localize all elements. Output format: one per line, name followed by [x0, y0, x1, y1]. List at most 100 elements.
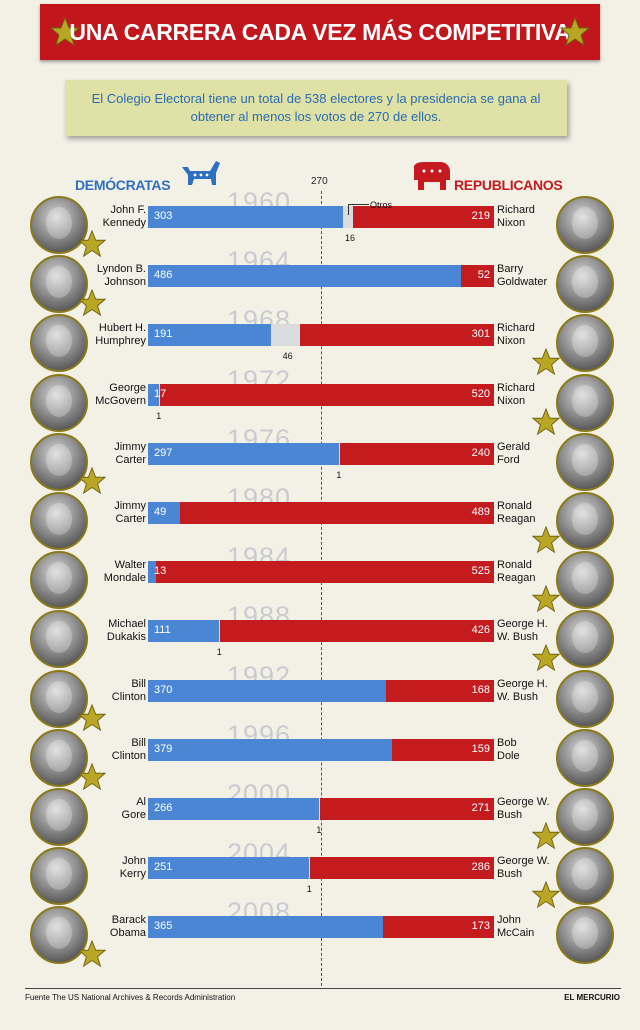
- value-dem: 17: [154, 387, 167, 400]
- avatar-dem: [30, 373, 88, 432]
- bar-rep: [391, 738, 494, 761]
- value-other: 1: [336, 469, 342, 480]
- intro-text: El Colegio Electoral tiene un total de 5…: [91, 91, 541, 124]
- avatar-dem: [30, 492, 88, 550]
- candidate-name-dem: Barack Obama: [110, 914, 146, 940]
- value-rep: 301: [471, 328, 490, 341]
- donkey-icon: [182, 161, 220, 185]
- chart-row: 1964 Lyndon B. Johnson Barry Goldwater 486 52: [0, 246, 640, 319]
- name-line: Obama: [109, 927, 146, 940]
- name-line: Gore: [121, 809, 146, 821]
- value-dem: 486: [154, 269, 173, 282]
- candidate-name-dem: Bill Clinton: [112, 737, 146, 763]
- intro-box: El Colegio Electoral tiene un total de 5…: [65, 80, 567, 136]
- bar-rep: [353, 206, 494, 228]
- bar-dem: [148, 857, 310, 880]
- value-dem: 251: [154, 861, 173, 874]
- chart-row: 1996 Bill Clinton Bob Dole 379 159: [0, 720, 640, 793]
- candidate-name-rep: George H. W. Bush: [497, 678, 548, 704]
- avatar-rep: [556, 610, 614, 669]
- bar-other: [270, 324, 301, 347]
- name-line: Gerald: [497, 440, 531, 453]
- candidate-name-rep: George W. Bush: [497, 855, 550, 881]
- candidate-name-rep: Richard Nixon: [497, 322, 535, 348]
- name-line: George W.: [497, 796, 550, 808]
- bar-dem: [148, 916, 383, 939]
- name-line: Bill: [131, 677, 146, 690]
- value-rep: 286: [471, 861, 490, 874]
- name-line: Johnson: [104, 276, 146, 289]
- avatar-rep: [556, 728, 614, 787]
- name-line: Carter: [115, 453, 146, 466]
- name-line: McCain: [497, 927, 535, 940]
- name-line: Bush: [497, 809, 523, 821]
- candidate-name-dem: John Kerry: [120, 855, 146, 881]
- bar-dem: [148, 679, 386, 702]
- page-title: UNA CARRERA CADA VEZ MÁS COMPETITIVA: [69, 19, 571, 45]
- name-line: Reagan: [497, 513, 536, 525]
- chart-row: 1968 Hubert H. Humphrey Richard Nixon 191 301 4…: [0, 305, 640, 378]
- name-line: Nixon: [497, 217, 526, 229]
- value-rep: 240: [471, 446, 490, 459]
- source-note: Fuente The US National Archives & Record…: [25, 993, 236, 1002]
- value-rep: 520: [471, 387, 490, 400]
- name-line: George: [109, 381, 146, 394]
- value-dem: 379: [154, 742, 173, 755]
- bar-rep: [159, 383, 494, 406]
- winner-star-icon: [531, 821, 561, 850]
- winner-star-icon: [77, 229, 107, 258]
- avatar-rep: [556, 906, 614, 965]
- name-line: Lyndon B.: [96, 263, 146, 276]
- bar-other: [219, 620, 221, 643]
- avatar-rep: [556, 492, 614, 550]
- candidate-name-dem: Jimmy Carter: [114, 500, 146, 526]
- value-dem: 49: [154, 506, 167, 518]
- candidate-name-dem: George McGovern: [95, 382, 146, 408]
- value-rep: 219: [471, 210, 490, 222]
- name-line: Jimmy: [114, 500, 146, 512]
- avatar-dem: [30, 551, 88, 610]
- avatar-dem: [30, 432, 88, 491]
- winner-star-icon: [77, 466, 107, 495]
- avatar-rep: [556, 373, 614, 432]
- name-line: John F.: [110, 204, 146, 216]
- name-line: George H.: [497, 618, 548, 631]
- brand-logo: EL MERCURIO: [564, 993, 620, 1002]
- bar-other: [342, 206, 354, 228]
- avatar-dem: [30, 314, 88, 373]
- avatar-dem: [30, 669, 88, 728]
- name-line: Clinton: [111, 690, 146, 703]
- candidate-name-dem: Al Gore: [122, 796, 146, 822]
- chart-row: 1972 George McGovern Richard Nixon 17 520 1: [0, 365, 640, 438]
- bar-dem: [148, 738, 392, 761]
- bar-dem: [148, 265, 461, 288]
- avatar-rep: [556, 669, 614, 728]
- bar-dem: [148, 383, 159, 406]
- bar-rep: [339, 442, 494, 465]
- name-line: Barry: [497, 263, 524, 276]
- avatar-dem: [30, 906, 88, 965]
- bar-dem: [148, 442, 339, 465]
- candidate-name-rep: George W. Bush: [497, 796, 550, 822]
- candidate-name-rep: Barry Goldwater: [497, 263, 547, 289]
- name-line: Reagan: [497, 572, 536, 585]
- value-rep: 525: [471, 565, 490, 578]
- name-line: Barack: [111, 914, 146, 927]
- avatar-rep: [556, 196, 614, 254]
- name-line: Dole: [497, 749, 520, 762]
- candidate-name-rep: Gerald Ford: [497, 441, 530, 467]
- value-rep: 426: [471, 624, 490, 637]
- otros-label: Otros: [370, 200, 393, 210]
- value-other: 1: [316, 825, 322, 835]
- value-dem: 191: [154, 328, 173, 341]
- winner-star-icon: [77, 703, 107, 732]
- chart-row: 1960 John F. Kennedy Richard Nixon 303 219 16: [0, 187, 640, 260]
- value-dem: 365: [154, 920, 173, 933]
- bar-other: [319, 798, 320, 820]
- value-dem: 297: [154, 446, 173, 459]
- avatar-dem: [30, 255, 88, 314]
- footer-divider: [25, 988, 621, 989]
- candidate-name-rep: Ronald Reagan: [497, 500, 536, 526]
- star-icon: [50, 17, 80, 47]
- winner-star-icon: [77, 762, 107, 791]
